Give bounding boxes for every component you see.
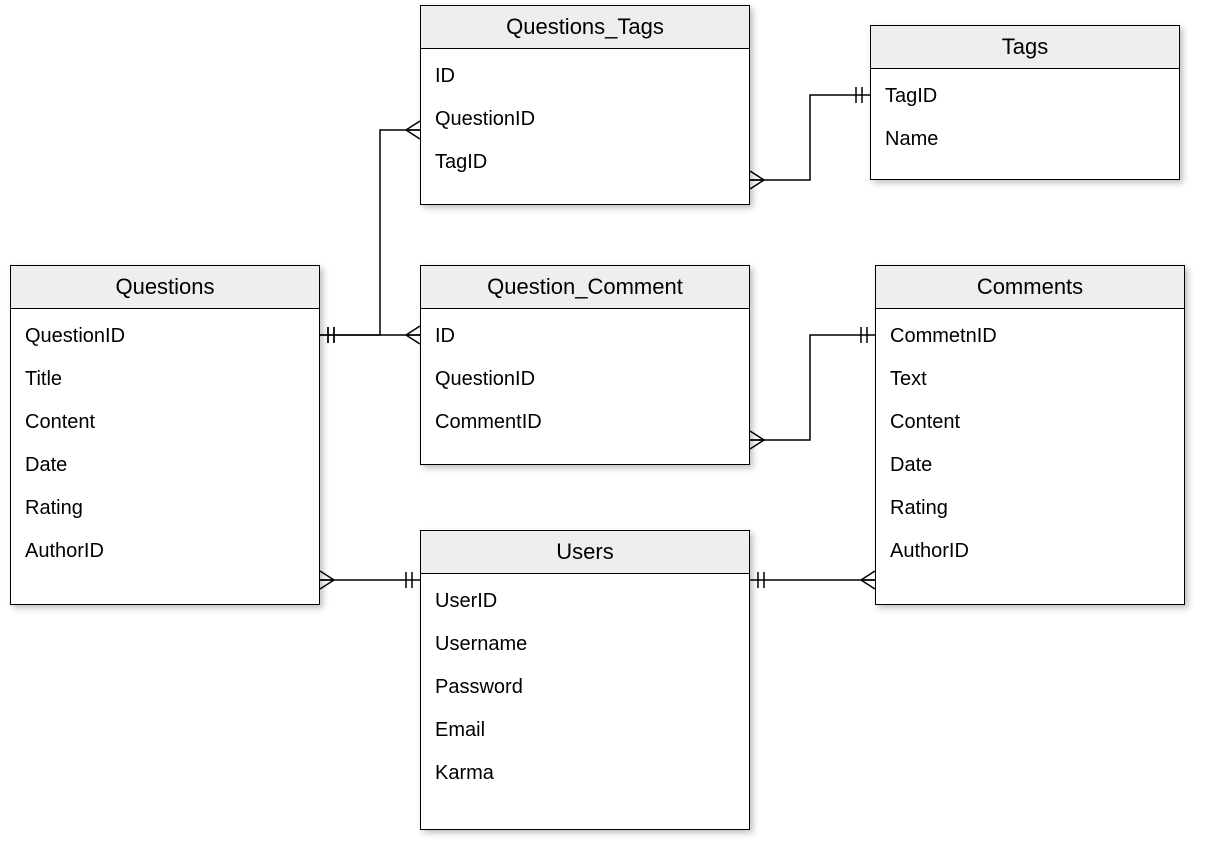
entity-questions-title: Questions	[11, 266, 319, 309]
entity-field: ID	[421, 315, 749, 358]
entity-users-body: UserID Username Password Email Karma	[421, 574, 749, 801]
entity-field: Karma	[421, 752, 749, 795]
entity-users: Users UserID Username Password Email Kar…	[420, 530, 750, 830]
entity-questions-body: QuestionID Title Content Date Rating Aut…	[11, 309, 319, 579]
er-diagram-canvas: Questions QuestionID Title Content Date …	[0, 0, 1226, 862]
entity-tags-title: Tags	[871, 26, 1179, 69]
entity-field: AuthorID	[876, 530, 1184, 573]
entity-field: Date	[11, 444, 319, 487]
entity-field: Email	[421, 709, 749, 752]
entity-questions-tags-body: ID QuestionID TagID	[421, 49, 749, 190]
entity-field: Content	[876, 401, 1184, 444]
entity-field: Rating	[11, 487, 319, 530]
entity-field: Password	[421, 666, 749, 709]
entity-field: Date	[876, 444, 1184, 487]
entity-field: ID	[421, 55, 749, 98]
entity-questions-tags: Questions_Tags ID QuestionID TagID	[420, 5, 750, 205]
entity-field: AuthorID	[11, 530, 319, 573]
entity-tags-body: TagID Name	[871, 69, 1179, 167]
entity-field: TagID	[871, 75, 1179, 118]
entity-field: Name	[871, 118, 1179, 161]
entity-field: UserID	[421, 580, 749, 623]
entity-field: CommetnID	[876, 315, 1184, 358]
entity-field: Username	[421, 623, 749, 666]
entity-field: Title	[11, 358, 319, 401]
entity-question-comment-body: ID QuestionID CommentID	[421, 309, 749, 450]
entity-field: Text	[876, 358, 1184, 401]
entity-questions: Questions QuestionID Title Content Date …	[10, 265, 320, 605]
entity-comments-title: Comments	[876, 266, 1184, 309]
entity-field: TagID	[421, 141, 749, 184]
entity-comments-body: CommetnID Text Content Date Rating Autho…	[876, 309, 1184, 579]
entity-field: QuestionID	[11, 315, 319, 358]
entity-question-comment: Question_Comment ID QuestionID CommentID	[420, 265, 750, 465]
entity-users-title: Users	[421, 531, 749, 574]
entity-questions-tags-title: Questions_Tags	[421, 6, 749, 49]
entity-field: QuestionID	[421, 98, 749, 141]
entity-field: Rating	[876, 487, 1184, 530]
entity-field: CommentID	[421, 401, 749, 444]
entity-tags: Tags TagID Name	[870, 25, 1180, 180]
entity-question-comment-title: Question_Comment	[421, 266, 749, 309]
entity-field: Content	[11, 401, 319, 444]
entity-field: QuestionID	[421, 358, 749, 401]
entity-comments: Comments CommetnID Text Content Date Rat…	[875, 265, 1185, 605]
